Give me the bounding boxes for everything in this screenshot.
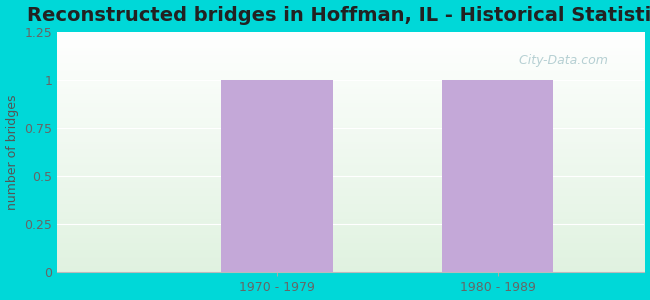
Bar xyxy=(442,80,553,272)
Bar xyxy=(222,80,333,272)
Y-axis label: number of bridges: number of bridges xyxy=(6,94,19,210)
Title: Reconstructed bridges in Hoffman, IL - Historical Statistics: Reconstructed bridges in Hoffman, IL - H… xyxy=(27,6,650,25)
Text: City-Data.com: City-Data.com xyxy=(515,54,608,67)
